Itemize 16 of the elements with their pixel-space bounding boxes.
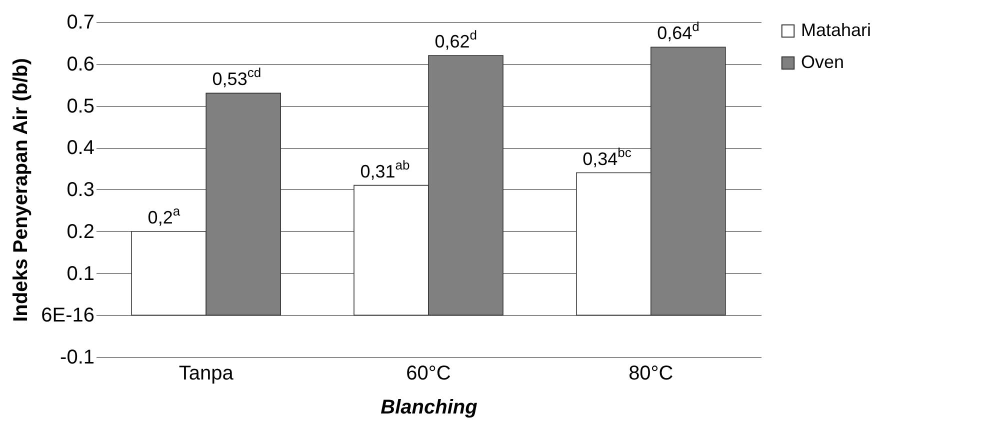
y-tick-label: 0.2 [66,220,94,243]
y-tick-label: 0.4 [66,137,94,160]
x-axis-title: Blanching [380,396,478,418]
legend-label: Matahari [801,20,872,40]
y-tick-label: 6E-16 [41,304,94,327]
y-tick-label: 0.1 [66,262,94,285]
y-tick-label: 0.3 [66,179,94,201]
y-tick-label: 0.6 [66,53,94,76]
y-axis-title: Indeks Penyerapan Air (b/b) [10,58,32,322]
y-tick-label: 0.5 [66,95,94,118]
y-tick-label: -0.1 [60,346,94,368]
y-tick-label: 0.7 [66,12,94,34]
legend-label: Oven [801,52,844,72]
x-tick-label: 60°C [406,362,451,384]
x-tick-label: Tanpa [178,362,234,384]
x-tick-label: 80°C [628,362,674,384]
